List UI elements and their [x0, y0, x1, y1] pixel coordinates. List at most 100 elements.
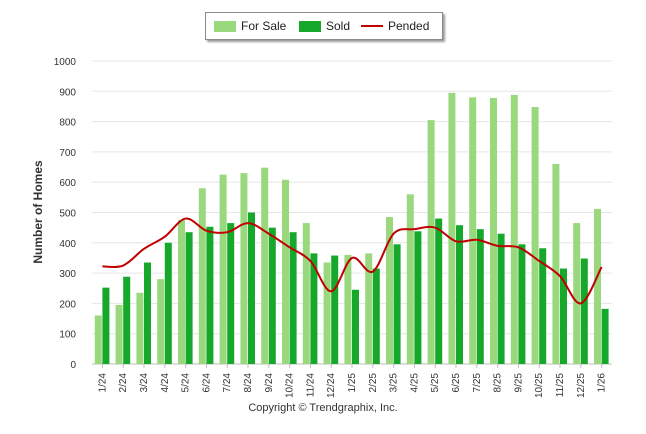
x-tick-label: 9/25 — [513, 373, 524, 393]
x-tick-label: 1/24 — [97, 373, 108, 393]
x-tick-label: 10/24 — [285, 373, 296, 398]
sold-bar[interactable] — [352, 289, 359, 364]
sold-bar[interactable] — [123, 276, 131, 364]
for-sale-swatch — [214, 21, 236, 32]
y-tick-label: 300 — [59, 269, 76, 280]
legend-label-for-sale: For Sale — [241, 19, 287, 33]
y-tick-label: 400 — [59, 239, 76, 250]
sold-bar[interactable] — [144, 262, 151, 364]
for-sale-bar[interactable] — [573, 223, 581, 364]
sold-bar[interactable] — [185, 232, 193, 364]
x-tick-label: 10/25 — [534, 373, 545, 398]
x-tick-label: 7/24 — [222, 373, 233, 393]
x-tick-labels: 1/24 2/24 3/24 4/24 5/24 6/24 7/24 8/24 9/24 10/2… — [97, 364, 608, 398]
for-sale-bar[interactable] — [282, 179, 289, 364]
x-tick-label: 12/25 — [576, 373, 587, 398]
sold-bar[interactable] — [372, 268, 380, 364]
for-sale-bar[interactable] — [136, 292, 144, 364]
y-tick-label: 700 — [59, 148, 76, 159]
x-tick-label: 11/24 — [305, 373, 316, 398]
legend: For Sale Sold Pended — [205, 12, 443, 40]
for-sale-bar[interactable] — [198, 188, 206, 364]
sold-bar[interactable] — [164, 242, 172, 364]
sold-bar[interactable] — [580, 258, 588, 364]
for-sale-bar[interactable] — [594, 208, 601, 364]
for-sale-bar[interactable] — [94, 315, 102, 364]
sold-bar[interactable] — [331, 255, 339, 364]
pended-series-line[interactable] — [102, 217, 603, 305]
sold-bar[interactable] — [497, 233, 505, 364]
for-sale-bar[interactable] — [427, 120, 435, 365]
for-sale-bar[interactable] — [406, 194, 414, 364]
sold-bar[interactable] — [393, 244, 401, 364]
for-sale-bar[interactable] — [323, 262, 331, 364]
for-sale-bar[interactable] — [448, 92, 456, 364]
x-tick-label: 5/25 — [430, 373, 441, 393]
y-tick-label: 600 — [59, 178, 76, 189]
for-sale-bar[interactable] — [115, 304, 123, 364]
x-tick-label: 1/26 — [597, 373, 608, 393]
for-sale-bar[interactable] — [510, 94, 518, 364]
for-sale-bar[interactable] — [386, 217, 393, 364]
x-tick-label: 8/25 — [493, 373, 504, 393]
for-sale-bar[interactable] — [552, 164, 560, 364]
for-sale-bar[interactable] — [344, 254, 352, 364]
x-tick-label: 4/24 — [160, 373, 171, 393]
x-tick-label: 7/25 — [472, 373, 483, 393]
sold-bar[interactable] — [560, 268, 567, 364]
for-sale-bar[interactable] — [469, 97, 477, 365]
sold-bar[interactable] — [289, 232, 297, 364]
legend-label-sold: Sold — [326, 19, 351, 33]
y-tick-label: 1000 — [54, 57, 77, 68]
y-axis-label: Number of Homes — [31, 160, 45, 264]
sold-bar[interactable] — [248, 212, 255, 365]
x-tick-label: 5/24 — [181, 373, 192, 393]
sold-bar[interactable] — [539, 248, 547, 364]
y-tick-label: 100 — [59, 330, 76, 341]
for-sale-bar[interactable] — [157, 279, 165, 364]
y-tick-label: 900 — [59, 87, 76, 98]
for-sale-bar[interactable] — [531, 107, 539, 364]
x-tick-label: 3/25 — [389, 373, 400, 393]
x-tick-label: 12/24 — [326, 373, 337, 398]
x-tick-label: 9/24 — [264, 373, 275, 393]
for-sale-bar[interactable] — [219, 174, 227, 364]
y-tick-label: 200 — [59, 299, 76, 310]
x-tick-label: 3/24 — [139, 373, 150, 393]
sold-bar[interactable] — [102, 287, 110, 364]
sold-bar[interactable] — [435, 218, 443, 364]
for-sale-bar[interactable] — [178, 220, 185, 364]
for-sale-bar[interactable] — [302, 223, 310, 364]
x-tick-label: 6/24 — [201, 373, 212, 393]
x-tick-label: 1/25 — [347, 373, 358, 393]
sold-bar[interactable] — [456, 225, 463, 364]
sold-bar[interactable] — [268, 227, 276, 364]
legend-label-pended: Pended — [388, 19, 430, 33]
sold-bar[interactable] — [206, 226, 214, 364]
bars — [94, 92, 609, 365]
x-tick-label: 2/25 — [368, 373, 379, 393]
copyright: Copyright © Trendgraphix, Inc. — [248, 402, 398, 414]
x-tick-label: 8/24 — [243, 373, 254, 393]
sold-bar[interactable] — [414, 231, 422, 364]
x-tick-label: 11/25 — [555, 373, 566, 398]
y-tick-label: 500 — [59, 209, 76, 220]
for-sale-bar[interactable] — [490, 97, 497, 364]
pended-line — [102, 217, 603, 305]
y-tick-labels: 0 100 200 300 400 500 600 700 800 900 1000 — [54, 57, 77, 371]
for-sale-bar[interactable] — [365, 253, 373, 364]
sold-bar[interactable] — [601, 308, 609, 364]
x-tick-label: 6/25 — [451, 373, 462, 393]
sold-bar[interactable] — [518, 244, 526, 364]
x-tick-label: 4/25 — [409, 373, 420, 393]
sold-swatch — [299, 21, 321, 32]
x-tick-label: 2/24 — [118, 373, 129, 393]
sold-bar[interactable] — [310, 253, 318, 364]
for-sale-bar[interactable] — [240, 173, 248, 364]
y-tick-label: 0 — [70, 360, 76, 371]
pended-swatch — [361, 25, 383, 27]
sold-bar[interactable] — [227, 223, 235, 364]
for-sale-bar[interactable] — [261, 167, 269, 364]
sold-bar[interactable] — [476, 229, 484, 364]
